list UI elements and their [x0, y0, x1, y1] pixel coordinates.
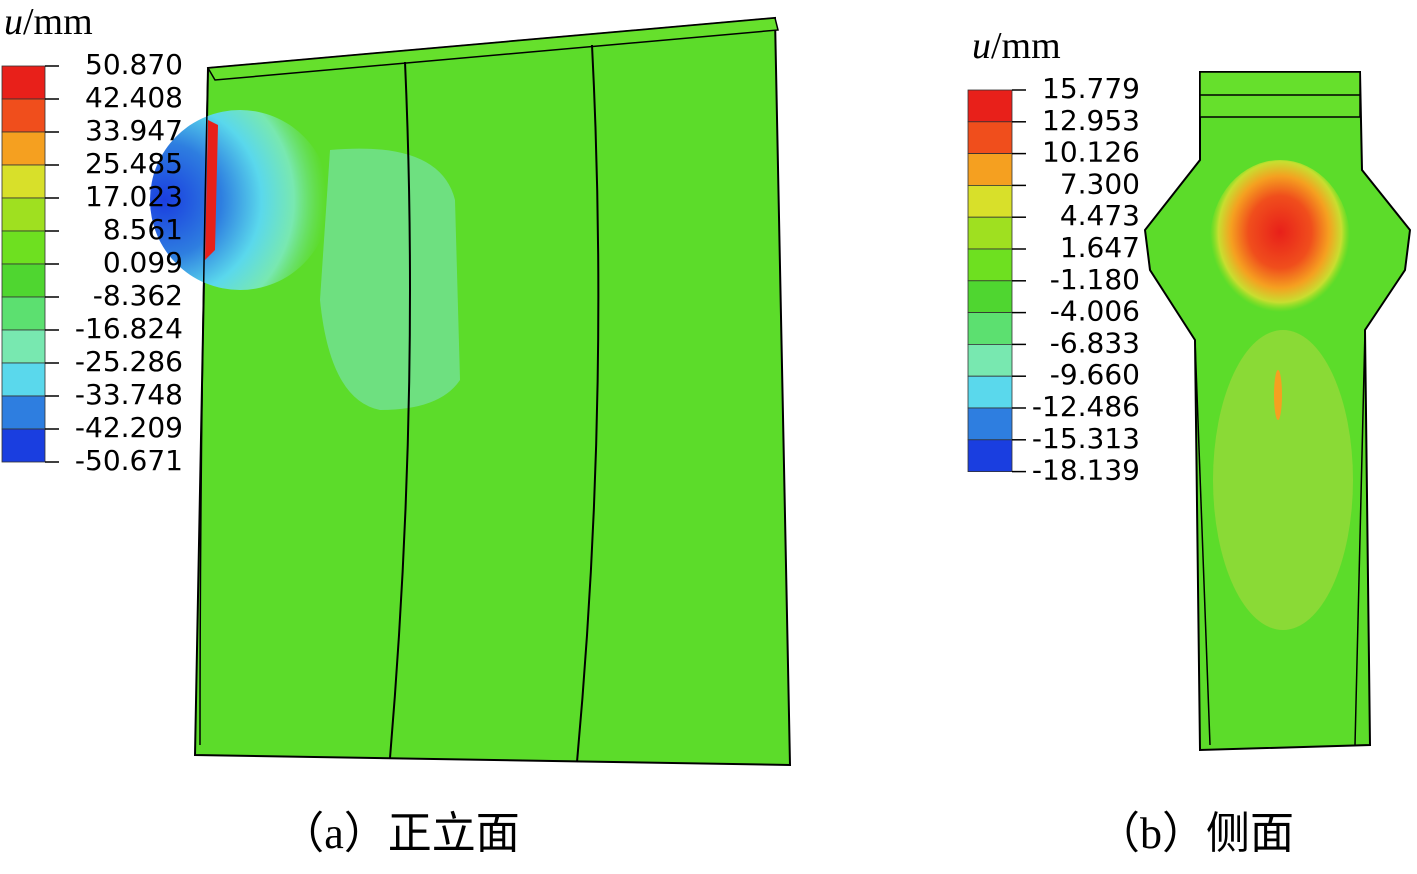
legend-swatch [967, 343, 1013, 377]
legend-label: 12.953 [1042, 104, 1140, 137]
legend-swatch [1, 395, 46, 430]
legend-label: 42.408 [85, 81, 183, 114]
legend-swatch [1, 362, 46, 397]
legend-swatch [1, 296, 46, 331]
legend-swatch [967, 248, 1013, 282]
legend-label: -33.748 [75, 378, 183, 411]
legend-swatch [1, 164, 46, 199]
legend-label: 17.023 [85, 180, 183, 213]
legend-swatch [967, 216, 1013, 250]
legend-swatch [967, 184, 1013, 218]
legend-label: 1.647 [1060, 231, 1140, 264]
side-model [1143, 71, 1412, 752]
legend-label: -15.313 [1032, 422, 1140, 455]
legend-swatch [1, 428, 46, 463]
legend-swatch [967, 312, 1013, 345]
legend-swatch [1, 197, 46, 232]
legend-swatch [1, 65, 46, 100]
legend-label: -4.006 [1050, 295, 1140, 328]
legend-label: 15.779 [1042, 72, 1140, 105]
legend-label: -16.824 [75, 312, 183, 345]
legend-swatch [967, 407, 1013, 441]
legend-swatch [967, 121, 1013, 155]
legend-label: -18.139 [1032, 454, 1140, 487]
legend-label: 50.870 [85, 48, 183, 81]
legend-label: 33.947 [85, 114, 183, 147]
legend-swatch [1, 98, 46, 133]
unit-label: u/mm [4, 1, 93, 43]
unit: /mm [23, 1, 93, 43]
unit-label: u/mm [972, 25, 1061, 67]
legend-label: -8.362 [93, 279, 183, 312]
legend-swatch [967, 439, 1013, 472]
front-model [150, 16, 792, 767]
unit-var: u [972, 25, 991, 67]
unit-var: u [4, 1, 23, 43]
legend-label: -1.180 [1050, 263, 1140, 296]
caption: （a）正立面 [280, 809, 520, 858]
legend-swatch [1, 329, 46, 364]
legend-label: 25.485 [85, 147, 183, 180]
legend-swatch [967, 280, 1013, 313]
legend-swatch [967, 375, 1013, 409]
legend-swatch [967, 153, 1013, 186]
legend-swatch [1, 131, 46, 166]
legend-label: -9.660 [1050, 358, 1140, 391]
legend-label: -25.286 [75, 345, 183, 378]
legend-label: 4.473 [1060, 199, 1140, 232]
unit: /mm [991, 25, 1061, 67]
legend-swatch [1, 230, 46, 265]
caption: （b）侧面 [1096, 809, 1294, 858]
legend-swatch [967, 89, 1013, 123]
legend-label: 7.300 [1060, 167, 1140, 200]
legend-swatch [1, 263, 46, 298]
legend-label: 0.099 [103, 246, 183, 279]
legend-label: -50.671 [75, 444, 183, 477]
legend-label: 10.126 [1042, 136, 1140, 169]
legend-label: 8.561 [103, 213, 183, 246]
legend-label: -42.209 [75, 411, 183, 444]
legend-label: -12.486 [1032, 390, 1140, 423]
legend-label: -6.833 [1050, 326, 1140, 359]
